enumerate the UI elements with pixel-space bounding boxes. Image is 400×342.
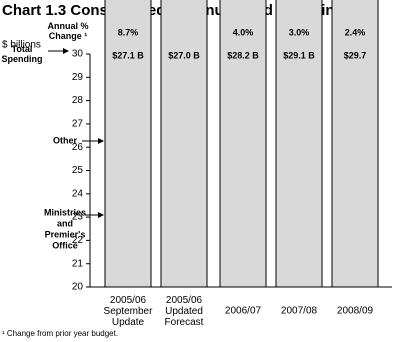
y-tick-label: 20 — [72, 282, 84, 293]
y-tick-label: 23 — [72, 212, 84, 223]
y-axis-label: $ billions — [2, 40, 41, 51]
x-tick-label: 2007/08 — [281, 306, 318, 317]
y-tick-label: 28 — [72, 95, 84, 106]
total-spending: $29.1 B — [283, 50, 315, 60]
x-tick-label: 2006/07 — [225, 306, 262, 317]
x-tick-label: 2008/09 — [337, 306, 374, 317]
x-tick-label: 2005/06 September Update — [104, 295, 154, 328]
bar-segment — [275, 0, 323, 288]
legend-label: Ministries and Premier's Office — [44, 208, 86, 251]
total-spending-label: Total Spending — [2, 44, 43, 64]
annual-change: 3.0% — [289, 27, 310, 37]
bar-segment — [160, 0, 208, 288]
total-spending: $29.7 — [344, 50, 367, 60]
y-tick-label: 25 — [72, 165, 84, 176]
y-tick-label: 30 — [72, 49, 84, 60]
bar-segment — [104, 0, 152, 288]
annual-change: 4.0% — [233, 27, 254, 37]
y-tick-label: 27 — [72, 119, 84, 130]
total-spending: $27.1 B — [112, 50, 144, 60]
y-tick-label: 24 — [72, 188, 84, 199]
bar-segment — [219, 0, 267, 288]
y-tick-label: 21 — [72, 258, 84, 269]
annual-change: 8.7% — [118, 27, 139, 37]
bar-segment — [331, 0, 379, 288]
annual-change-label: Annual % Change ¹ — [47, 21, 88, 41]
total-spending: $27.0 B — [168, 50, 200, 60]
legend-label: Other — [53, 135, 78, 145]
x-tick-label: 2005/06 Updated Forecast — [165, 295, 204, 328]
y-tick-label: 29 — [72, 72, 84, 83]
y-tick-label: 26 — [72, 142, 84, 153]
annual-change: 2.4% — [345, 27, 366, 37]
footnote: ¹ Change from prior year budget. — [2, 329, 118, 338]
total-spending: $28.2 B — [227, 50, 259, 60]
y-tick-label: 22 — [72, 235, 84, 246]
